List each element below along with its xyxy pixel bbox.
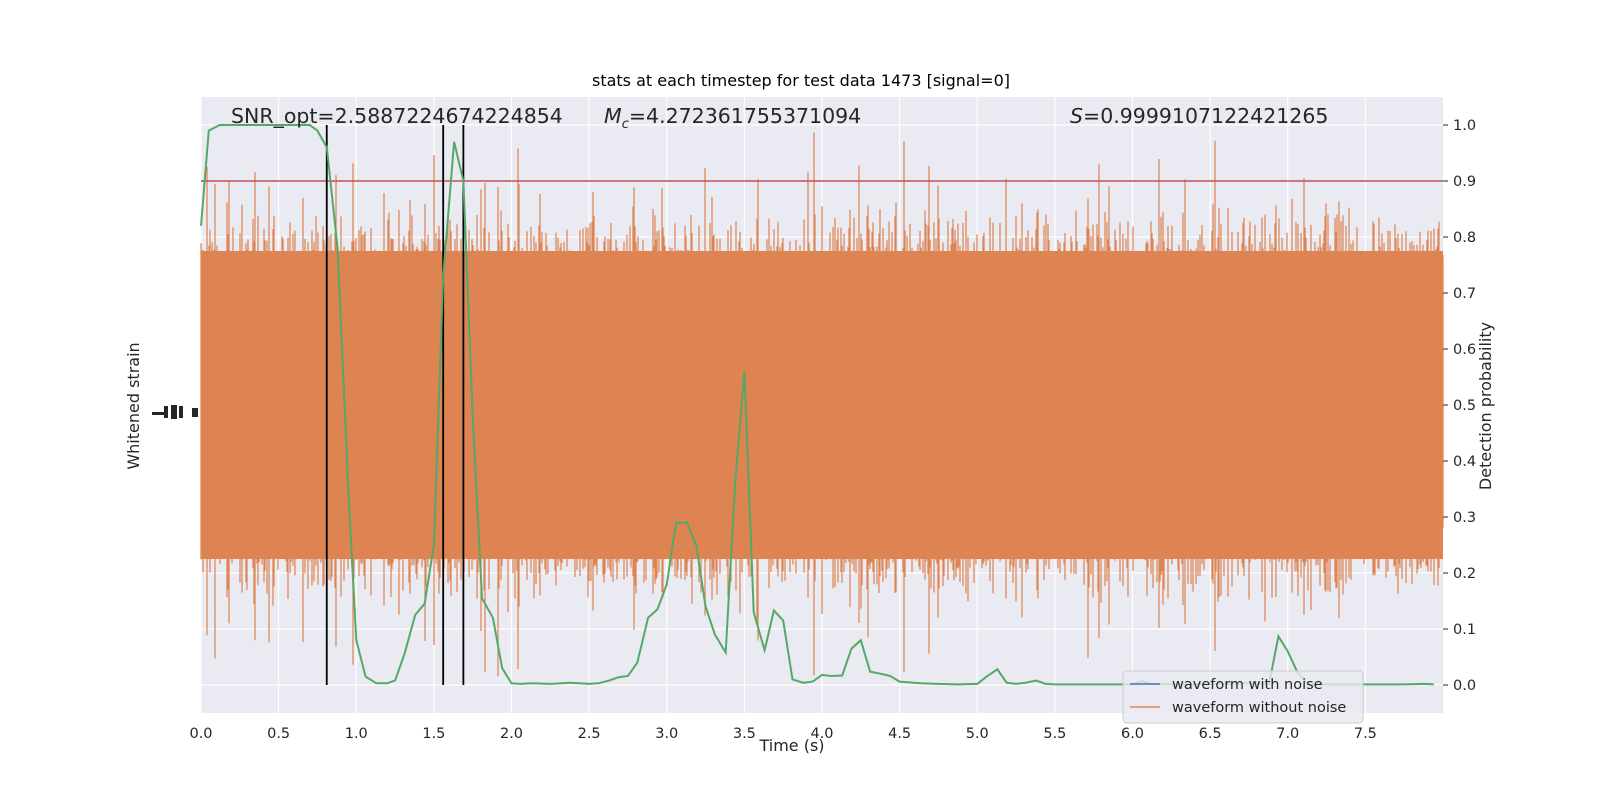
chirp-mass-subscript: c	[622, 117, 629, 132]
y-tick-label: 0.5	[1453, 398, 1476, 414]
x-tick-label: 7.0	[1276, 726, 1299, 742]
right-y-axis-label: Detection probability	[1476, 322, 1495, 490]
left-y-axis-label: Whitened strain	[124, 342, 143, 469]
y-tick-label: 0.4	[1453, 454, 1476, 470]
s-value: =0.9999107122421265	[1083, 104, 1328, 128]
x-tick-label: 0.0	[189, 726, 212, 742]
legend: waveform with noise waveform without noi…	[1122, 670, 1364, 724]
x-tick-label: 2.0	[500, 726, 523, 742]
x-tick-label: 4.5	[888, 726, 911, 742]
x-tick-label: 6.5	[1199, 726, 1222, 742]
x-tick-label: 2.5	[578, 726, 601, 742]
legend-label-noise: waveform with noise	[1172, 677, 1323, 693]
x-tick-label: 5.0	[966, 726, 989, 742]
y-tick-label: 0.0	[1453, 678, 1476, 694]
y-tick-label: 0.1	[1453, 622, 1476, 638]
waveform-without-noise-series	[200, 132, 1444, 677]
legend-box	[1122, 670, 1364, 724]
vertical-markers	[325, 125, 465, 685]
y-tick-label: 0.8	[1453, 230, 1476, 246]
left-axis-tick-cluster	[152, 405, 198, 419]
x-tick-label: 5.5	[1043, 726, 1066, 742]
y-tick-label: 0.7	[1453, 286, 1476, 302]
chart-title: stats at each timestep for test data 147…	[592, 71, 1010, 90]
y-tick-label: 0.9	[1453, 174, 1476, 190]
y-tick-label: 0.6	[1453, 342, 1476, 358]
noise-band-core	[201, 251, 1443, 559]
right-y-axis-ticks: 0.0 0.1 0.2 0.3 0.4 0.5 0.6 0.7 0.8 0.9 1.0	[1443, 118, 1476, 694]
s-symbol: S	[1070, 104, 1083, 128]
x-tick-label: 1.5	[422, 726, 445, 742]
y-tick-label: 0.3	[1453, 510, 1476, 526]
y-tick-label: 1.0	[1453, 118, 1476, 134]
s-annotation: S=0.9999107122421265	[1070, 104, 1328, 128]
chirp-mass-annotation: Mc=4.272361755371094	[604, 104, 861, 132]
legend-label-clean: waveform without noise	[1172, 700, 1346, 716]
y-tick-label: 0.2	[1453, 566, 1476, 582]
x-tick-label: 1.0	[345, 726, 368, 742]
x-tick-label: 3.5	[733, 726, 756, 742]
x-axis-label: Time (s)	[758, 736, 824, 755]
chirp-mass-value: =4.272361755371094	[629, 104, 861, 128]
chirp-mass-symbol: M	[604, 104, 622, 128]
snr-annotation: SNR_opt=2.5887224674224854	[231, 104, 563, 129]
x-tick-label: 3.0	[655, 726, 678, 742]
x-tick-label: 6.0	[1121, 726, 1144, 742]
x-axis-ticks: 0.0 0.5 1.0 1.5 2.0 2.5 3.0 3.5 4.0 4.5 5.0 5.5 6.0 6…	[189, 726, 1376, 742]
x-tick-label: 0.5	[267, 726, 290, 742]
x-tick-label: 7.5	[1354, 726, 1377, 742]
x-tick-label: 4.0	[810, 726, 833, 742]
